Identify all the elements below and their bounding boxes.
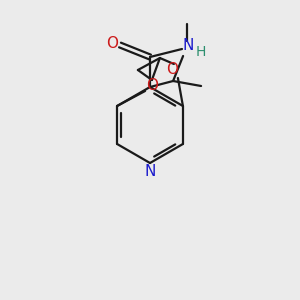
Text: N: N [182, 38, 194, 53]
Text: H: H [196, 45, 206, 59]
Text: O: O [146, 79, 158, 94]
Text: O: O [106, 37, 118, 52]
Text: O: O [166, 62, 178, 77]
Text: N: N [144, 164, 156, 179]
